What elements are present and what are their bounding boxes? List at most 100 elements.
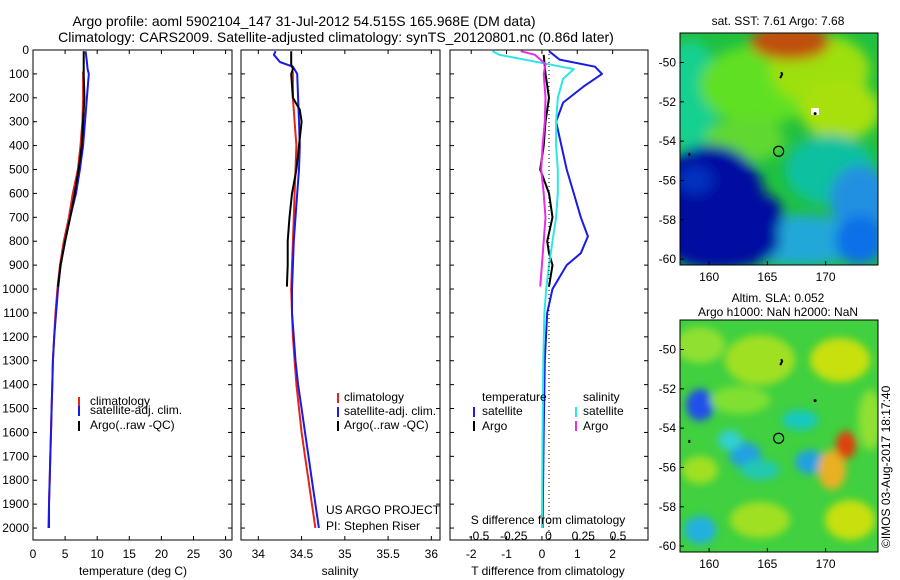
sst-map-markers: [688, 71, 817, 157]
temperature-series: [47, 51, 90, 529]
argo-position-marker: [773, 432, 785, 444]
salinity-x-axis: 34 34.5 35 35.5 36: [252, 50, 439, 561]
depth-axis: 0 100 200 300 400 500 600 700 800 900 1000 1100 1200…: [2, 43, 648, 535]
x-tick-label: 25: [187, 547, 201, 561]
depth-tick-label: 500: [9, 163, 29, 177]
x-tick-label: 34.5: [290, 547, 314, 561]
x-tick-label: 0: [539, 547, 546, 561]
legend-t-satellite: satellite: [482, 404, 523, 418]
depth-tick-label: 1100: [3, 306, 29, 320]
legend-s-satellite: satellite: [583, 404, 624, 418]
difference-x-axis: -2 -1 0 1 2: [466, 50, 616, 561]
x-tick-label: -1: [501, 547, 512, 561]
s-difference-label: S difference from climatology: [471, 513, 626, 527]
s-tick-label: -0.25: [500, 529, 528, 543]
legend-t-argo: Argo: [482, 419, 508, 433]
map-x-tick-label: 165: [757, 557, 777, 571]
x-tick-label: 5: [62, 547, 69, 561]
x-tick-label: 30: [219, 547, 233, 561]
sst-map-title: sat. SST: 7.61 Argo: 7.68: [712, 14, 845, 28]
map-y-tick-label: -58: [659, 500, 677, 514]
legend-temperature-head: temperature: [482, 390, 547, 404]
series-temperature-argo: [539, 54, 554, 287]
map-y-tick-label: -50: [659, 55, 677, 69]
depth-tick-label: 1500: [2, 402, 29, 416]
legend-argo: Argo(..raw -QC): [90, 418, 175, 432]
depth-tick-label: 600: [9, 186, 29, 200]
legend-climatology: climatology: [344, 390, 404, 404]
x-tick-label: 15: [123, 547, 137, 561]
x-tick-label: 1: [574, 547, 581, 561]
x-tick-label: -2: [466, 547, 477, 561]
depth-tick-label: 1400: [2, 378, 29, 392]
map-y-tick-label: -50: [659, 342, 677, 356]
s-tick-label: 0.25: [572, 529, 596, 543]
depth-tick-label: 1600: [2, 425, 29, 439]
map-x-tick-label: 165: [757, 270, 777, 284]
legend-salinity-head: salinity: [583, 390, 620, 404]
float-dot-marker: [813, 399, 817, 403]
x-tick-label: 20: [155, 547, 169, 561]
sst-map-image: [680, 33, 878, 265]
map-y-tick-label: -52: [659, 382, 677, 396]
x-tick-label: 35: [338, 547, 352, 561]
temperature-xlabel: temperature (deg C): [79, 564, 187, 578]
map-x-tick-label: 170: [816, 557, 836, 571]
difference-legend: temperature salinity satellite Argo sate…: [473, 390, 624, 433]
depth-tick-label: 2000: [2, 521, 29, 535]
x-tick-label: 36: [425, 547, 439, 561]
float-track-marker: [779, 358, 784, 366]
s-tick-label: 0.5: [610, 529, 627, 543]
series-argo-raw-qc: [285, 51, 303, 287]
map-y-tick-label: -54: [659, 134, 677, 148]
depth-tick-label: 900: [9, 258, 29, 272]
depth-tick-label: 1200: [2, 330, 29, 344]
map-x-tick-label: 160: [699, 557, 719, 571]
temperature-panel-frame: [32, 49, 233, 541]
depth-tick-label: 1900: [2, 497, 29, 511]
float-track-marker: [779, 71, 784, 79]
sla-map-title: Altim. SLA: 0.052: [732, 291, 825, 305]
map-y-tick-label: -60: [659, 252, 677, 266]
map-y-tick-label: -56: [659, 173, 677, 187]
series-argo-raw-qc: [57, 51, 86, 287]
s-tick-label: -0.5: [469, 529, 490, 543]
sla-map-markers: [688, 358, 817, 444]
sla-map-image: [680, 320, 878, 552]
header-line1: Argo profile: aoml 5902104_147 31-Jul-20…: [72, 13, 535, 29]
credit-project: US ARGO PROJECT: [326, 503, 441, 517]
difference-series: [491, 50, 603, 529]
legend-argo: Argo(..raw -QC): [344, 418, 429, 432]
depth-tick-label: 100: [9, 67, 29, 81]
map-x-tick-label: 160: [699, 270, 719, 284]
sla-map-frame: [679, 319, 879, 553]
s-tick-label: 0: [545, 529, 552, 543]
float-dot-marker: [813, 112, 817, 116]
sst-map-frame: [679, 32, 879, 266]
map-y-tick-label: -52: [659, 95, 677, 109]
depth-tick-label: 800: [9, 234, 29, 248]
series-salinity-argo: [520, 50, 547, 287]
argo-position-marker: [773, 145, 785, 157]
x-tick-label: 35.5: [376, 547, 400, 561]
legend-satellite-adj: satellite-adj. clim.: [90, 403, 182, 417]
x-tick-label: 2: [609, 547, 616, 561]
credit-pi: PI: Stephen Riser: [326, 519, 420, 533]
difference-s-axis: -0.5 -0.25 0 0.25 0.5: [469, 529, 627, 543]
map-y-tick-label: -60: [659, 539, 677, 553]
side-label: ©IMOS 03-Aug-2017 18:17:40: [879, 385, 893, 548]
temperature-x-axis: 0 5 10 15 20 25 30: [30, 50, 233, 561]
t-difference-label: T difference from climatology: [471, 564, 625, 578]
series-temperature-satellite: [541, 50, 603, 529]
depth-tick-label: 300: [9, 115, 29, 129]
series-climatology: [290, 71, 317, 529]
salinity-legend: climatology satellite-adj. clim. Argo(..…: [337, 390, 436, 432]
legend-climatology: climatology: [90, 394, 150, 408]
x-tick-label: 34: [252, 547, 266, 561]
legend-s-argo: Argo: [583, 419, 609, 433]
salinity-series: [272, 50, 320, 529]
temperature-legend: climatology satellite-adj. clim. Argo(..…: [78, 394, 182, 432]
map-y-tick-label: -56: [659, 460, 677, 474]
salinity-panel-frame: [240, 49, 441, 541]
